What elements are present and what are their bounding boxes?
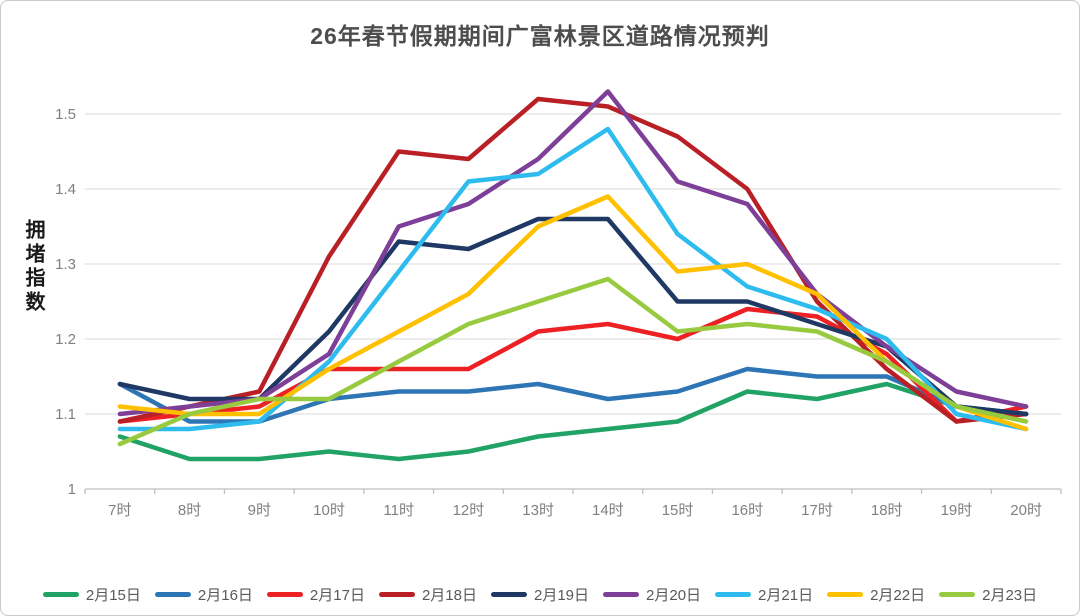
legend-item: 2月20日 (603, 584, 701, 605)
line-chart-plot-area: 1 1.1 1.2 1.3 1.4 1.5 7时 8时 9时 10时 11时 12时 13时 14时 15时… (55, 89, 1062, 519)
legend-label: 2月16日 (197, 587, 253, 604)
x-tick-label: 20时 (1010, 502, 1042, 519)
legend-line-swatch (378, 592, 415, 597)
series-line-2月22日 (117, 194, 1029, 432)
series-line-2月21日 (117, 126, 1029, 432)
legend-item: 2月23日 (939, 584, 1037, 605)
legend-line-swatch (939, 592, 976, 597)
legend-item: 2月18日 (378, 584, 477, 605)
legend-line-swatch (715, 592, 752, 597)
legend-item: 2月19日 (490, 584, 590, 605)
x-tick-label: 9时 (248, 502, 271, 519)
legend-item: 2月17日 (266, 584, 365, 605)
y-tick-label: 1.2 (55, 331, 76, 348)
y-tick-label: 1.4 (55, 181, 76, 198)
y-tick-label: 1.5 (55, 106, 76, 123)
legend-line-swatch (827, 592, 864, 597)
legend-label: 2月21日 (758, 587, 814, 604)
legend-line-swatch (266, 592, 303, 597)
y-axis-title: 拥堵指数 (22, 219, 44, 315)
legend-label: 2月18日 (421, 587, 477, 604)
x-tick-label: 18时 (871, 502, 903, 519)
x-tick-label: 11时 (383, 502, 414, 519)
y-tick-label: 1 (68, 481, 76, 498)
x-tick-label: 17时 (801, 502, 833, 519)
series-line-2月18日 (117, 96, 1029, 424)
x-tick-label: 13时 (522, 502, 554, 519)
legend-item: 2月22日 (827, 584, 925, 605)
legend-label: 2月19日 (533, 587, 590, 604)
series-line-2月20日 (117, 89, 1029, 417)
x-tick-label: 16时 (731, 502, 763, 519)
x-tick-label: 12时 (453, 502, 485, 519)
x-tick-label: 14时 (592, 502, 624, 519)
legend-line-swatch (603, 592, 640, 597)
chart-title: 26年春节假期期间广富林景区道路情况预判 (310, 23, 770, 49)
x-tick-label: 15时 (662, 502, 694, 519)
x-tick-label: 19时 (941, 502, 973, 519)
legend-label: 2月20日 (646, 587, 702, 604)
legend-label: 2月22日 (870, 587, 926, 604)
x-tick-label: 10时 (313, 502, 345, 519)
series-line-2月15日 (117, 381, 1029, 462)
x-tick-label: 7时 (108, 502, 131, 519)
y-tick-label: 1.1 (55, 406, 76, 423)
series-line-2月23日 (117, 276, 1029, 447)
legend-line-swatch (490, 592, 527, 597)
legend-label: 2月15日 (85, 587, 141, 604)
series-line-2月16日 (117, 366, 1029, 424)
legend-item: 2月15日 (42, 584, 141, 605)
legend-line-swatch (154, 592, 191, 597)
series-line-2月19日 (117, 216, 1029, 417)
chart-legend: 2月15日 2月16日 2月17日 2月18日 2月19日 2月20日 2月21… (1, 584, 1079, 605)
legend-label: 2月23日 (982, 587, 1038, 604)
y-tick-label: 1.3 (55, 256, 76, 273)
legend-item: 2月21日 (715, 584, 813, 605)
legend-item: 2月16日 (154, 584, 253, 605)
legend-label: 2月17日 (309, 587, 365, 604)
x-tick-label: 8时 (178, 502, 201, 519)
legend-line-swatch (42, 592, 79, 597)
